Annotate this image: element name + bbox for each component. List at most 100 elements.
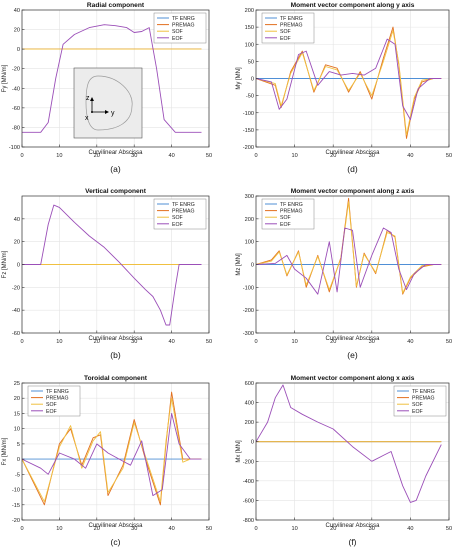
- x-tick-label: 40: [407, 153, 413, 159]
- inset-axis-label: z: [86, 95, 90, 102]
- x-tick-label: 20: [330, 339, 336, 345]
- panel-label: (a): [110, 164, 121, 174]
- series-group: [22, 391, 202, 506]
- y-tick-label: 20: [14, 396, 20, 402]
- x-tick-label: 10: [56, 153, 62, 159]
- legend-entry: EOF: [46, 409, 57, 415]
- inset-axis-label: y: [111, 110, 115, 117]
- legend-entry: EOF: [412, 409, 423, 415]
- y-tick-label: 400: [245, 401, 254, 407]
- series-group: [256, 197, 442, 295]
- y-tick-label: -80: [12, 125, 20, 131]
- z-axis-arrowhead: [90, 97, 94, 101]
- legend-entry: TF ENRG: [172, 202, 195, 208]
- x-tick-label: 10: [56, 339, 62, 345]
- y-axis-label: Mx [MN]: [236, 440, 242, 463]
- y-tick-label: 300: [245, 194, 254, 200]
- y-tick-label: 50: [248, 59, 254, 65]
- legend-entry: EOF: [280, 222, 291, 228]
- legend-entry: TF ENRG: [280, 202, 303, 208]
- y-tick-label: -800: [243, 518, 254, 524]
- series-line-sof: [256, 201, 442, 294]
- series-line-premag: [22, 391, 202, 506]
- x-tick-label: 50: [206, 153, 212, 159]
- legend-entry: TF ENRG: [172, 16, 195, 22]
- panel-f: 0 10 20 30 40 50 -800 -600 -400 -200 0 200 400 600 Mom…: [236, 375, 452, 547]
- x-axis-label: Curvilinear Abscissa: [325, 523, 380, 529]
- y-tick-label: -20: [12, 285, 20, 291]
- x-tick-label: 40: [168, 153, 174, 159]
- y-tick-label: 10: [14, 427, 20, 433]
- series-group: [256, 26, 442, 139]
- y-tick-label: 100: [245, 240, 254, 246]
- y-tick-label: -100: [9, 145, 20, 151]
- y-axis-label: Fy [MN/m]: [2, 64, 8, 92]
- y-tick-label: -100: [243, 285, 254, 291]
- x-axis-label: Curvilinear Abscissa: [325, 336, 380, 342]
- legend-entry: EOF: [280, 36, 291, 42]
- panel-d: 0 10 20 30 40 50 -200 -150 -100 -50 0 50 100 150 200 Mo…: [236, 2, 452, 174]
- y-tick-label: -20: [12, 67, 20, 73]
- panel-label: (c): [111, 537, 121, 547]
- y-tick-label: 5: [17, 442, 20, 448]
- x-tick-label: 0: [20, 153, 23, 159]
- inset-box: [73, 67, 143, 139]
- x-tick-label: 50: [206, 526, 212, 532]
- y-tick-label: 200: [245, 420, 254, 426]
- chart-title: Radial component: [87, 2, 145, 9]
- legend-entry: PREMAG: [172, 23, 194, 29]
- x-tick-label: 30: [131, 153, 137, 159]
- x-tick-label: 10: [291, 526, 297, 532]
- legend-entry: PREMAG: [280, 23, 302, 29]
- x-tick-label: 40: [407, 339, 413, 345]
- legend-entry: PREMAG: [280, 209, 302, 215]
- panel-e: 0 10 20 30 40 50 -300 -200 -100 0 100 200 300 Moment …: [236, 188, 452, 360]
- y-tick-label: -200: [243, 308, 254, 314]
- series-group: [256, 384, 442, 503]
- y-tick-label: -300: [243, 331, 254, 337]
- y-tick-label: 0: [251, 263, 254, 269]
- panel-label: (d): [347, 164, 358, 174]
- series-line-eof: [256, 384, 442, 503]
- x-tick-label: 0: [20, 339, 23, 345]
- chart-title: Moment vector component along y axis: [291, 2, 415, 9]
- legend-entry: EOF: [172, 36, 183, 42]
- x-tick-label: 50: [446, 526, 452, 532]
- y-axis-label: My [MN]: [236, 67, 242, 90]
- x-tick-label: 30: [369, 339, 375, 345]
- coil-outline: [85, 75, 133, 131]
- x-axis-origin: [91, 111, 93, 113]
- x-axis-label: Curvilinear Abscissa: [88, 150, 143, 156]
- legend-entry: SOF: [280, 29, 291, 35]
- legend-entry: SOF: [46, 402, 57, 408]
- y-axis-label: Mz [MN]: [236, 253, 242, 276]
- x-tick-label: 20: [94, 526, 100, 532]
- x-tick-label: 0: [20, 526, 23, 532]
- x-tick-label: 30: [131, 339, 137, 345]
- legend-entry: TF ENRG: [412, 389, 435, 395]
- chart-title: Vertical component: [85, 188, 147, 195]
- x-tick-label: 40: [168, 526, 174, 532]
- x-axis-label: Curvilinear Abscissa: [88, 523, 143, 529]
- y-tick-label: 200: [245, 217, 254, 223]
- x-tick-label: 20: [94, 153, 100, 159]
- x-tick-label: 50: [446, 153, 452, 159]
- y-axis-label: Fx [MN/m]: [2, 437, 8, 465]
- y-axis-label: Fz [MN/m]: [2, 250, 8, 278]
- legend-entry: TF ENRG: [46, 389, 69, 395]
- series-line-eof: [256, 38, 442, 121]
- legend-entry: PREMAG: [172, 209, 194, 215]
- y-tick-label: 600: [245, 381, 254, 387]
- y-tick-label: 0: [17, 457, 20, 463]
- axes-box: [21, 382, 210, 521]
- x-tick-label: 20: [330, 526, 336, 532]
- series-line-sof: [256, 30, 442, 136]
- series-line-eof: [22, 24, 202, 133]
- y-tick-label: 15: [14, 411, 20, 417]
- x-tick-label: 30: [369, 153, 375, 159]
